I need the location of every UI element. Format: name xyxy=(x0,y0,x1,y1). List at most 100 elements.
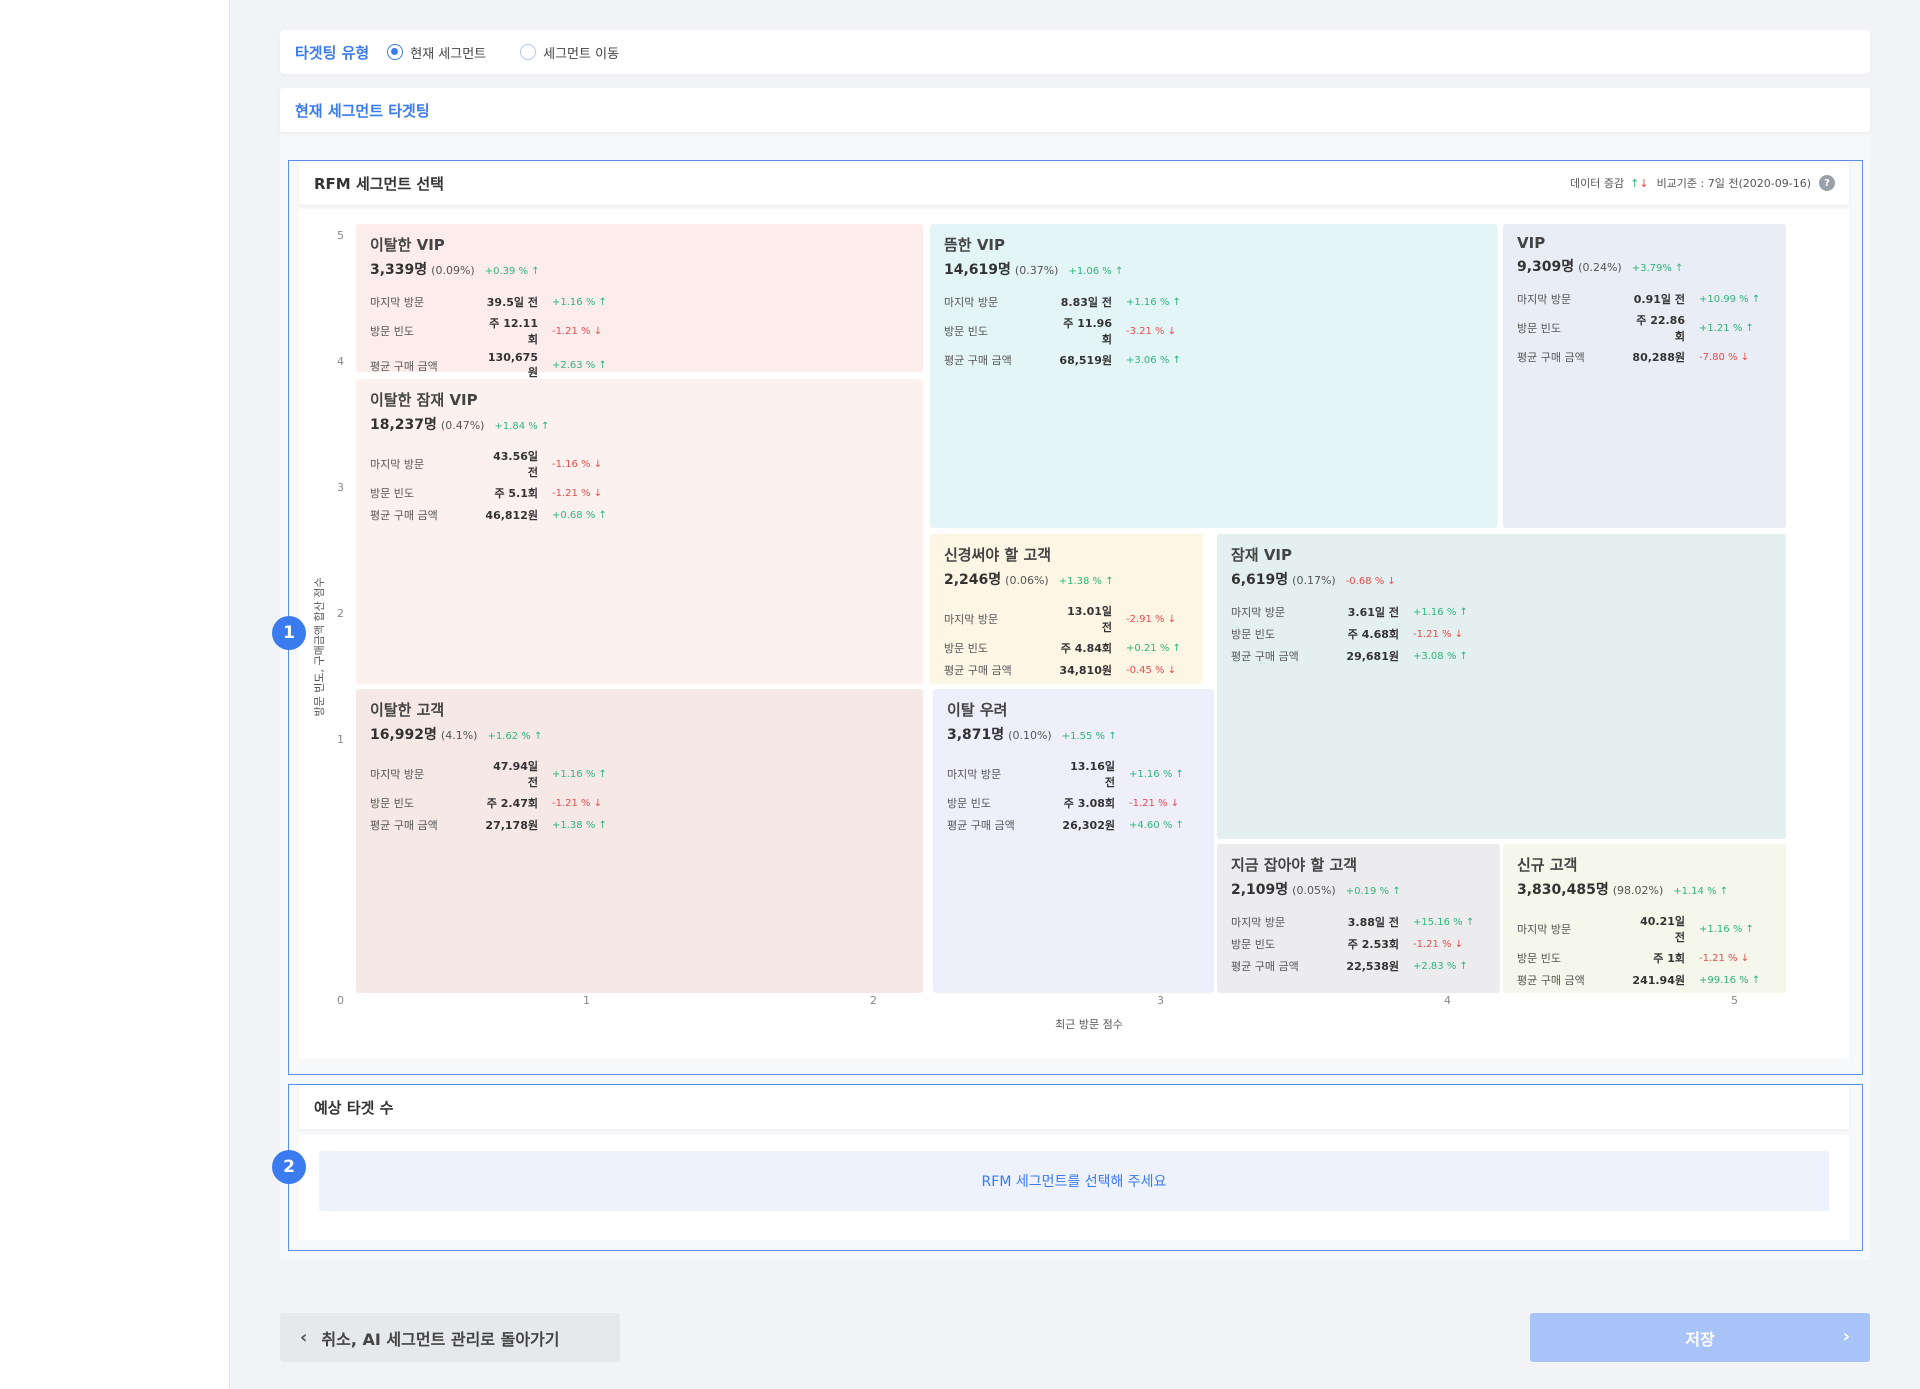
metric-value: 43.56일 전 xyxy=(493,450,538,479)
radio-current-segment-label: 현재 세그먼트 xyxy=(410,46,487,62)
segment-metrics: 마지막 방문 47.94일 전 +1.16 % ↑ 방문 빈도 주 2.47회 -1.21… xyxy=(370,756,607,836)
metric-value: 주 11.96회 xyxy=(1063,317,1112,346)
segment-percent: (0.06%) xyxy=(1005,574,1049,587)
metric-row: 마지막 방문 13.01일 전 -2.91 % ↓ xyxy=(944,601,1181,637)
metric-row: 평균 구매 금액 80,288원 -7.80 % ↓ xyxy=(1517,346,1760,368)
targeting-type-title: 타겟팅 유형 xyxy=(295,43,370,62)
metric-label: 평균 구매 금액 xyxy=(947,819,1015,832)
segment-name: 신규 고객 xyxy=(1517,856,1578,874)
segment-count: 3,830,485명 xyxy=(1517,882,1609,898)
left-sidebar xyxy=(0,0,230,1389)
metric-row: 평균 구매 금액 68,519원 +3.06 % ↑ xyxy=(944,349,1181,371)
metric-label: 방문 빈도 xyxy=(1231,938,1275,951)
rfm-panel: RFM 세그먼트 선택 데이터 증감 ↑ ↓ 비교기준 : 7일 전(2020-… xyxy=(288,160,1863,1075)
segment-percent: (98.02%) xyxy=(1612,884,1664,897)
metric-change: +1.16 % ↑ xyxy=(1129,768,1184,780)
segment-count: 3,339명 xyxy=(370,262,428,278)
metric-value: 주 1회 xyxy=(1653,952,1685,965)
metric-change: +1.16 % ↑ xyxy=(552,296,607,308)
metric-label: 마지막 방문 xyxy=(1517,923,1572,936)
segment-change: +3.79% ↑ xyxy=(1631,263,1684,274)
metric-row: 방문 빈도 주 2.53회 -1.21 % ↓ xyxy=(1231,933,1474,955)
section-header: 현재 세그먼트 타겟팅 xyxy=(280,88,1870,132)
y-tick-label: 3 xyxy=(337,481,344,494)
rfm-segment-card[interactable]: 신경써야 할 고객 2,246명 (0.06%) +1.38 % ↑ 마지막 방문 13.… xyxy=(930,534,1203,684)
x-tick-label: 1 xyxy=(583,994,590,1007)
metric-row: 평균 구매 금액 34,810원 -0.45 % ↓ xyxy=(944,659,1181,681)
arrow-down-icon: ↓ xyxy=(1639,176,1649,190)
metric-row: 마지막 방문 0.91일 전 +10.99 % ↑ xyxy=(1517,288,1760,310)
rfm-segment-card[interactable]: 뜸한 VIP 14,619명 (0.37%) +1.06 % ↑ 마지막 방문 8.83일… xyxy=(930,224,1498,528)
segment-change: +1.38 % ↑ xyxy=(1058,576,1114,587)
rfm-segment-card[interactable]: 이탈한 고객 16,992명 (4.1%) +1.62 % ↑ 마지막 방문 47.94일… xyxy=(356,689,923,993)
metric-label: 마지막 방문 xyxy=(944,613,999,626)
metric-row: 방문 빈도 주 2.47회 -1.21 % ↓ xyxy=(370,792,607,814)
metric-label: 평균 구매 금액 xyxy=(370,819,438,832)
rfm-legend: 데이터 증감 ↑ ↓ 비교기준 : 7일 전(2020-09-16) ? xyxy=(1570,175,1835,191)
segment-metrics: 마지막 방문 13.01일 전 -2.91 % ↓ 방문 빈도 주 4.84회 +0.21… xyxy=(944,601,1181,681)
metric-row: 평균 구매 금액 130,675원 +2.63 % ↑ xyxy=(370,349,607,382)
metric-value: 주 4.84회 xyxy=(1060,642,1112,655)
segment-count: 16,992명 xyxy=(370,727,437,743)
segment-name: 신경써야 할 고객 xyxy=(944,546,1052,564)
segment-metrics: 마지막 방문 3.88일 전 +15.16 % ↑ 방문 빈도 주 2.53회 -1.21… xyxy=(1231,911,1474,977)
radio-segment-move[interactable]: 세그먼트 이동 xyxy=(520,43,619,62)
metric-change: +15.16 % ↑ xyxy=(1413,916,1475,928)
rfm-segment-card[interactable]: 이탈한 잠재 VIP 18,237명 (0.47%) +1.84 % ↑ 마지막 방문 4… xyxy=(356,379,923,684)
y-tick-label: 2 xyxy=(337,607,344,620)
metric-change: -1.16 % ↓ xyxy=(552,458,603,470)
expected-target-panel: 예상 타겟 수 RFM 세그먼트를 선택해 주세요 xyxy=(288,1084,1863,1251)
current-segment-section: 현재 세그먼트 타겟팅 RFM 세그먼트 선택 데이터 증감 ↑ ↓ 비교기준 … xyxy=(272,88,1870,1260)
segment-count-row: 9,309명 (0.24%) +3.79% ↑ xyxy=(1517,256,1772,276)
cancel-back-button[interactable]: ‹ 취소, AI 세그먼트 관리로 돌아가기 xyxy=(280,1313,620,1362)
metric-value: 8.83일 전 xyxy=(1060,296,1112,309)
rfm-segment-card[interactable]: 이탈 우려 3,871명 (0.10%) +1.55 % ↑ 마지막 방문 13.16일 … xyxy=(933,689,1214,993)
metric-row: 평균 구매 금액 27,178원 +1.38 % ↑ xyxy=(370,814,607,836)
metric-row: 마지막 방문 39.5일 전 +1.16 % ↑ xyxy=(370,291,607,313)
segment-name: 지금 잡아야 할 고객 xyxy=(1231,856,1358,874)
rfm-segment-card[interactable]: 잠재 VIP 6,619명 (0.17%) -0.68 % ↓ 마지막 방문 3.61일 … xyxy=(1217,534,1786,839)
radio-unchecked-icon xyxy=(520,44,537,60)
metric-value: 주 2.47회 xyxy=(486,797,538,810)
metric-change: +1.16 % ↑ xyxy=(1699,923,1754,935)
metric-value: 13.01일 전 xyxy=(1067,605,1112,634)
segment-percent: (0.09%) xyxy=(431,264,475,277)
metric-label: 방문 빈도 xyxy=(944,325,988,338)
metric-label: 평균 구매 금액 xyxy=(1231,650,1299,663)
radio-current-segment[interactable]: 현재 세그먼트 xyxy=(387,43,486,62)
legend-label: 데이터 증감 xyxy=(1570,177,1625,190)
y-axis-label: 방문 빈도, 구매금액 합산 점수 xyxy=(313,577,326,717)
metric-value: 3.61일 전 xyxy=(1347,606,1399,619)
metric-label: 마지막 방문 xyxy=(370,458,425,471)
rfm-segment-card[interactable]: 지금 잡아야 할 고객 2,109명 (0.05%) +0.19 % ↑ 마지막 방문 3… xyxy=(1217,844,1500,993)
target-body: RFM 세그먼트를 선택해 주세요 xyxy=(299,1135,1849,1240)
metric-value: 0.91일 전 xyxy=(1633,293,1685,306)
metric-label: 평균 구매 금액 xyxy=(1517,351,1585,364)
metric-change: -1.21 % ↓ xyxy=(552,325,603,337)
metric-value: 22,538원 xyxy=(1346,960,1399,973)
metric-value: 주 4.68회 xyxy=(1347,628,1399,641)
segment-name: 잠재 VIP xyxy=(1231,546,1293,564)
rfm-segment-card[interactable]: 이탈한 VIP 3,339명 (0.09%) +0.39 % ↑ 마지막 방문 39.5일… xyxy=(356,224,923,379)
save-button[interactable]: 저장 › xyxy=(1530,1313,1870,1362)
compare-basis: 비교기준 : 7일 전(2020-09-16) xyxy=(1656,177,1811,190)
metric-row: 평균 구매 금액 26,302원 +4.60 % ↑ xyxy=(947,814,1184,836)
x-tick-label: 0 xyxy=(337,994,344,1007)
rfm-segment-card[interactable]: 신규 고객 3,830,485명 (98.02%) +1.14 % ↑ 마지막 방문 40… xyxy=(1503,844,1786,993)
metric-value: 3.88일 전 xyxy=(1347,916,1399,929)
metric-value: 130,675원 xyxy=(487,351,538,379)
metric-label: 마지막 방문 xyxy=(1231,916,1286,929)
help-icon[interactable]: ? xyxy=(1819,175,1835,191)
segment-count: 18,237명 xyxy=(370,417,437,433)
metric-value: 27,178원 xyxy=(485,819,538,832)
metric-change: -7.80 % ↓ xyxy=(1699,351,1750,363)
rfm-segment-card[interactable]: VIP 9,309명 (0.24%) +3.79% ↑ 마지막 방문 0.91일 전 +10… xyxy=(1503,224,1786,528)
segment-name: 이탈한 고객 xyxy=(370,701,445,719)
metric-label: 방문 빈도 xyxy=(1517,952,1561,965)
segment-count: 14,619명 xyxy=(944,262,1011,278)
radio-segment-move-label: 세그먼트 이동 xyxy=(543,46,620,62)
metric-change: +1.16 % ↑ xyxy=(1126,296,1181,308)
metric-row: 방문 빈도 주 4.68회 -1.21 % ↓ xyxy=(1231,623,1468,645)
metric-row: 방문 빈도 주 11.96회 -3.21 % ↓ xyxy=(944,313,1181,349)
y-tick-label: 1 xyxy=(337,733,344,746)
